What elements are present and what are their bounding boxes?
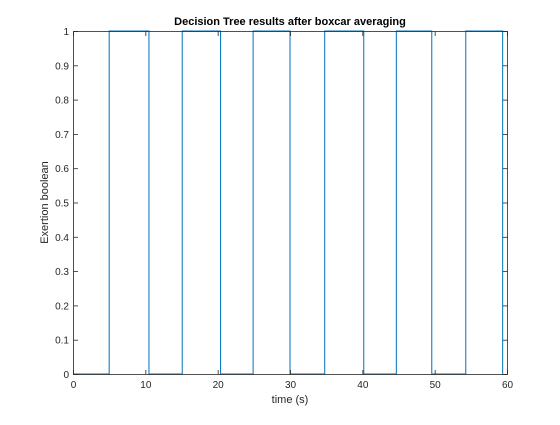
y-tick-label: 0.3 xyxy=(55,267,69,278)
x-tick-label: 60 xyxy=(502,380,514,391)
y-tick-label: 0.8 xyxy=(55,96,69,107)
y-tick-label: 0.5 xyxy=(55,199,69,210)
series-line-0 xyxy=(73,30,504,375)
x-tick-label: 40 xyxy=(357,380,369,391)
x-tick-label: 0 xyxy=(71,380,77,391)
y-tick-label: 0 xyxy=(63,370,69,381)
x-tick-label: 10 xyxy=(140,380,152,391)
chart-title: Decision Tree results after boxcar avera… xyxy=(174,16,406,28)
ticks-layer: 0 10 20 30 40 50 60 0 0.1 0.2 0.3 0.4 0.5 0.6 0.7 0.8 0.… xyxy=(55,27,513,391)
y-tick-label: 0.1 xyxy=(55,336,69,347)
x-tick-label: 20 xyxy=(213,380,225,391)
x-axis-label: time (s) xyxy=(272,394,309,406)
y-axis-label: Exertion boolean xyxy=(39,161,51,244)
y-tick-label: 0.4 xyxy=(55,233,69,244)
y-tick-label: 0.7 xyxy=(55,130,69,141)
y-tick-label: 0.6 xyxy=(55,164,69,175)
y-tick-label: 0.9 xyxy=(55,61,69,72)
y-tick-label: 1 xyxy=(63,27,69,38)
x-tick-label: 30 xyxy=(285,380,297,391)
x-tick-label: 50 xyxy=(430,380,442,391)
y-tick-label: 0.2 xyxy=(55,301,69,312)
series-layer xyxy=(73,30,504,375)
